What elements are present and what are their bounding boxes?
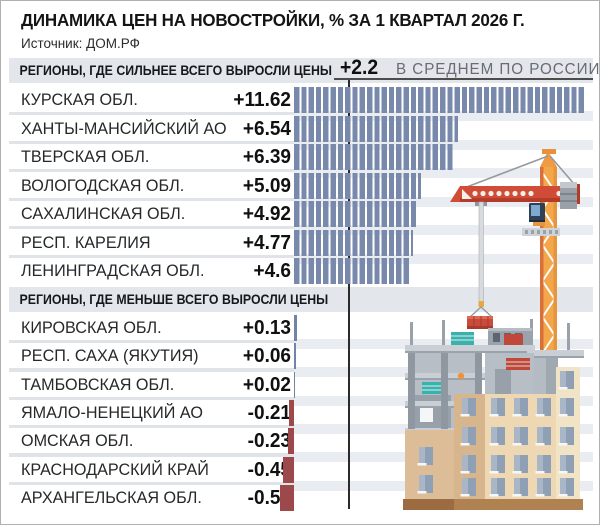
region-label: РЕСП. САХА (ЯКУТИЯ) bbox=[21, 347, 199, 366]
region-label: ВОЛОГОДСКАЯ ОБЛ. bbox=[21, 176, 185, 195]
row-separator bbox=[294, 168, 593, 179]
construction-illustration bbox=[403, 149, 584, 510]
region-label: ЛЕНИНГРАДСКАЯ ОБЛ. bbox=[21, 262, 205, 281]
region-value: +0.06 bbox=[242, 345, 291, 368]
region-label: КИРОВСКАЯ ОБЛ. bbox=[21, 319, 162, 337]
price-bar bbox=[294, 144, 454, 171]
region-label: ОМСКАЯ ОБЛ. bbox=[21, 432, 134, 451]
region-value: +5.09 bbox=[242, 174, 291, 197]
price-bar bbox=[294, 115, 458, 142]
row-separator bbox=[9, 453, 294, 457]
region-value: +0.13 bbox=[242, 317, 291, 339]
row-separator bbox=[9, 112, 294, 116]
region-label: КУРСКАЯ ОБЛ. bbox=[21, 91, 138, 109]
price-bar bbox=[294, 371, 295, 398]
region-value: -0.21 bbox=[247, 401, 291, 424]
price-bar bbox=[288, 428, 294, 455]
region-value: +4.6 bbox=[253, 260, 291, 283]
row-separator bbox=[9, 169, 294, 173]
row-separator bbox=[9, 481, 294, 485]
price-bar bbox=[294, 343, 296, 370]
region-value: +4.92 bbox=[242, 203, 291, 226]
region-label: АРХАНГЕЛЬСКАЯ ОБЛ. bbox=[21, 488, 202, 507]
region-label: РЕСП. КАРЕЛИЯ bbox=[21, 233, 151, 252]
row-separator bbox=[294, 196, 593, 207]
row-separator bbox=[9, 396, 294, 400]
section-header-band-top: РЕГИОНЫ, ГДЕ СИЛЬНЕЕ ВСЕГО ВЫРОСЛИ ЦЕНЫ bbox=[9, 58, 593, 83]
price-bar bbox=[294, 87, 585, 113]
region-value: +6.54 bbox=[242, 117, 291, 140]
price-bar bbox=[279, 484, 294, 511]
price-bar bbox=[282, 456, 294, 483]
row-separator bbox=[9, 340, 294, 344]
region-label: ТАМБОВСКАЯ ОБЛ. bbox=[21, 375, 175, 394]
section-header-bottom: РЕГИОНЫ, ГДЕ МЕНЬШЕ ВСЕГО ВЫРОСЛИ ЦЕНЫ bbox=[19, 291, 329, 307]
building-icon bbox=[403, 319, 584, 510]
price-bar bbox=[294, 172, 422, 199]
price-bar bbox=[294, 315, 298, 341]
price-bar bbox=[294, 258, 409, 285]
region-label: ЯМАЛО-НЕНЕЦКИЙ АО bbox=[21, 403, 203, 422]
row-separator bbox=[9, 197, 294, 201]
average-underline bbox=[334, 78, 593, 80]
region-value: -0.57 bbox=[247, 486, 291, 509]
source-label: Источник: ДОМ.РФ bbox=[21, 36, 140, 51]
page-title: ДИНАМИКА ЦЕН НА НОВОСТРОЙКИ, % ЗА 1 КВАР… bbox=[21, 10, 525, 30]
row-separator bbox=[294, 253, 593, 264]
building-windows bbox=[417, 371, 574, 497]
average-value: +2.2 bbox=[340, 56, 379, 79]
price-bar bbox=[294, 201, 417, 228]
section-header-top: РЕГИОНЫ, ГДЕ СИЛЬНЕЕ ВСЕГО ВЫРОСЛИ ЦЕНЫ bbox=[19, 62, 332, 78]
region-label: ХАНТЫ-МАНСИЙСКИЙ АО bbox=[21, 119, 227, 138]
row-separator bbox=[9, 368, 294, 372]
price-bar bbox=[294, 229, 414, 256]
region-label: ТВЕРСКАЯ ОБЛ. bbox=[21, 148, 150, 167]
average-label: В СРЕДНЕМ ПО РОССИИ bbox=[396, 61, 600, 78]
row-separator bbox=[9, 254, 294, 259]
region-label: САХАЛИНСКАЯ ОБЛ. bbox=[21, 205, 186, 224]
region-value: +4.77 bbox=[242, 231, 291, 254]
average-reference-line bbox=[348, 79, 350, 509]
row-separator bbox=[294, 225, 593, 236]
row-separator bbox=[9, 424, 294, 429]
section-header-band-bottom: РЕГИОНЫ, ГДЕ МЕНЬШЕ ВСЕГО ВЫРОСЛИ ЦЕНЫ bbox=[9, 287, 593, 312]
region-label: КРАСНОДАРСКИЙ КРАЙ bbox=[21, 460, 209, 479]
price-bar bbox=[288, 399, 294, 426]
row-separator bbox=[9, 226, 294, 230]
region-value: -0.23 bbox=[247, 430, 291, 453]
hanging-load-icon bbox=[467, 301, 493, 329]
region-value: -0.45 bbox=[247, 458, 291, 481]
region-value: +0.02 bbox=[242, 373, 291, 396]
region-value: +6.39 bbox=[242, 146, 291, 169]
region-value: +11.62 bbox=[233, 89, 291, 111]
row-separator bbox=[9, 140, 294, 144]
